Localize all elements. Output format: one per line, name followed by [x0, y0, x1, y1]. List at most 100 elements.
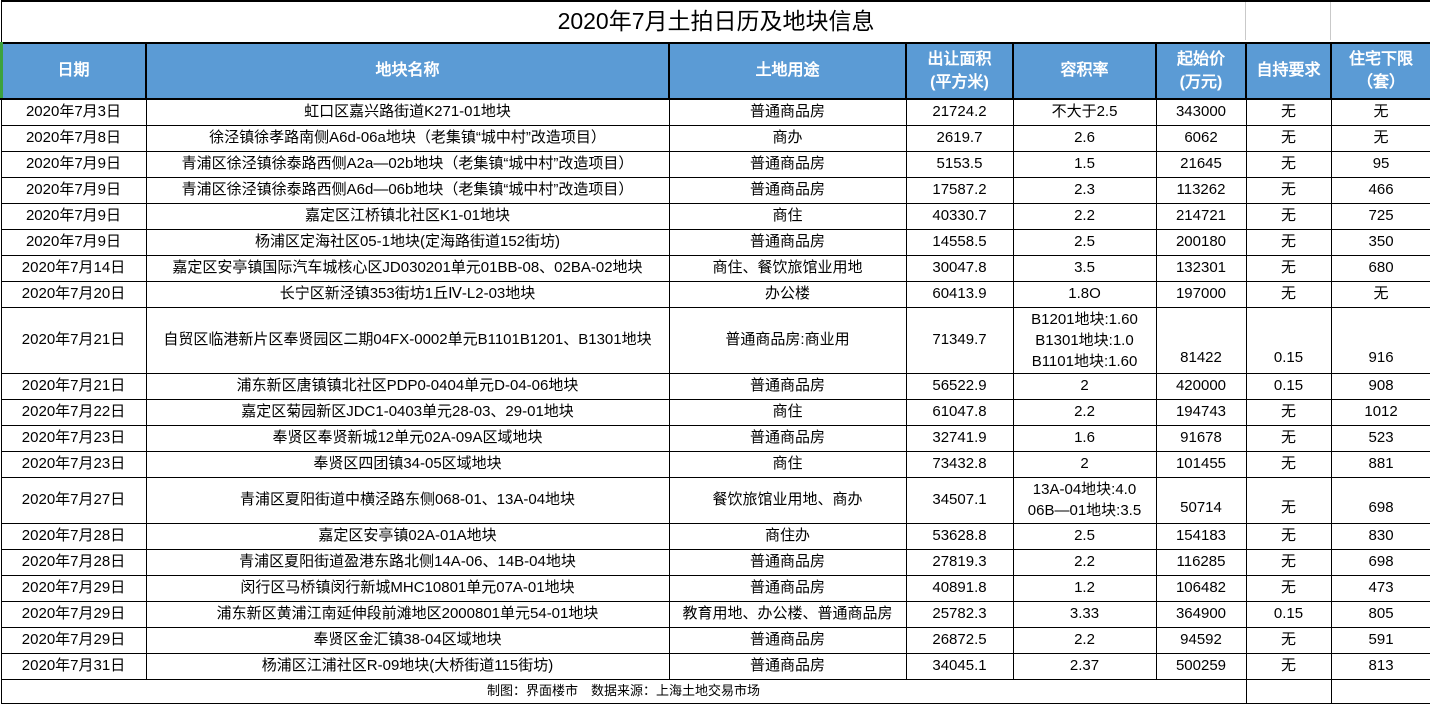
- cell-land-use: 普通商品房: [668, 424, 907, 452]
- cell-self-hold: 0.15: [1245, 600, 1332, 628]
- cell-area: 32741.9: [905, 424, 1014, 452]
- footer-row: 制图：界面楼市 数据来源：上海土地交易市场: [0, 678, 1430, 704]
- table-header-row: 日期 地块名称 土地用途 出让面积 (平方米) 容积率 起始价 (万元) 自持要求 …: [0, 42, 1430, 100]
- col-header-date: 日期: [0, 42, 147, 100]
- cell-date: 2020年7月29日: [0, 574, 147, 602]
- cell-start-price: 364900: [1155, 600, 1247, 628]
- far-line: B1101地块:1.60: [1031, 352, 1138, 370]
- cell-far: 2.2: [1012, 398, 1157, 426]
- cell-date: 2020年7月29日: [0, 600, 147, 628]
- far-line: 13A-04地块:4.0: [1032, 481, 1137, 498]
- cell-far: B1201地块:1.60 B1301地块:1.0 B1101地块:1.60: [1012, 306, 1157, 374]
- cell-far: 2.2: [1012, 548, 1157, 576]
- page-title: 2020年7月土拍日历及地块信息: [0, 0, 1430, 43]
- cell-far: 2.5: [1012, 522, 1157, 550]
- cell-start-price: 197000: [1155, 280, 1247, 308]
- cell-land-use: 普通商品房: [668, 228, 907, 256]
- cell-date: 2020年7月20日: [0, 280, 147, 308]
- col-header-min-units: 住宅下限 （套）: [1329, 42, 1430, 100]
- cell-min-units: 830: [1330, 522, 1430, 550]
- cell-land-use: 普通商品房: [668, 548, 907, 576]
- cell-area: 40891.8: [905, 574, 1014, 602]
- cell-min-units: 无: [1330, 98, 1430, 126]
- cell-land-use: 商住、餐饮旅馆业用地: [668, 254, 907, 282]
- table-row: 2020年7月29日 闵行区马桥镇闵行新城MHC10801单元07A-01地块 普通…: [0, 574, 1430, 602]
- cell-date: 2020年7月23日: [0, 450, 147, 478]
- cell-start-price: 113262: [1155, 176, 1247, 204]
- cell-far: 1.5: [1012, 150, 1157, 178]
- table-row: 2020年7月23日 奉贤区奉贤新城12单元02A-09A区域地块 普通商品房 327…: [0, 424, 1430, 452]
- table-body: 2020年7月3日 虹口区嘉兴路街道K271-01地块 普通商品房 21724.2 不大…: [0, 98, 1430, 680]
- cell-start-price: 500259: [1155, 652, 1247, 680]
- cell-date: 2020年7月21日: [0, 372, 147, 400]
- cell-far: 2: [1012, 372, 1157, 400]
- table-row: 2020年7月29日 浦东新区黄浦江南延伸段前滩地区2000801单元54-01地…: [0, 600, 1430, 628]
- cell-area: 21724.2: [905, 98, 1014, 126]
- cell-min-units: 698: [1330, 548, 1430, 576]
- cell-start-price: 116285: [1155, 548, 1247, 576]
- cell-start-price: 132301: [1155, 254, 1247, 282]
- table-row: 2020年7月20日 长宁区新泾镇353街坊1丘Ⅳ-L2-03地块 办公楼 60413…: [0, 280, 1430, 308]
- cell-start-price: 200180: [1155, 228, 1247, 256]
- table-row: 2020年7月3日 虹口区嘉兴路街道K271-01地块 普通商品房 21724.2 不大…: [0, 98, 1430, 126]
- cell-start-price: 21645: [1155, 150, 1247, 178]
- cell-land-use: 商住: [668, 450, 907, 478]
- cell-area: 27819.3: [905, 548, 1014, 576]
- cell-parcel-name: 自贸区临港新片区奉贤园区二期04FX-0002单元B1101B1201、B130…: [145, 306, 670, 374]
- cell-area: 34507.1: [905, 476, 1014, 524]
- cell-date: 2020年7月9日: [0, 228, 147, 256]
- cell-parcel-name: 奉贤区四团镇34-05区域地块: [145, 450, 670, 478]
- cell-date: 2020年7月14日: [0, 254, 147, 282]
- cell-self-hold: 无: [1245, 522, 1332, 550]
- cell-start-price: 50714: [1155, 476, 1247, 524]
- cell-land-use: 商住: [668, 202, 907, 230]
- cell-self-hold: 无: [1245, 450, 1332, 478]
- cell-parcel-name: 青浦区徐泾镇徐泰路西侧A2a—02b地块（老集镇“城中村”改造项目）: [145, 150, 670, 178]
- cell-date: 2020年7月8日: [0, 124, 147, 152]
- cell-date: 2020年7月27日: [0, 476, 147, 524]
- cell-min-units: 95: [1330, 150, 1430, 178]
- cell-start-price: 91678: [1155, 424, 1247, 452]
- table-row: 2020年7月28日 青浦区夏阳街道盈港东路北侧14A-06、14B-04地块 普通…: [0, 548, 1430, 576]
- cell-parcel-name: 长宁区新泾镇353街坊1丘Ⅳ-L2-03地块: [145, 280, 670, 308]
- cell-self-hold: 无: [1245, 176, 1332, 204]
- cell-parcel-name: 浦东新区唐镇镇北社区PDP0-0404单元D-04-06地块: [145, 372, 670, 400]
- title-row-gridline: [1330, 2, 1331, 40]
- cell-start-price: 81422: [1155, 306, 1247, 374]
- cell-date: 2020年7月29日: [0, 626, 147, 654]
- col-header-self-hold: 自持要求: [1245, 42, 1332, 100]
- cell-parcel-name: 闵行区马桥镇闵行新城MHC10801单元07A-01地块: [145, 574, 670, 602]
- cell-min-units: 466: [1330, 176, 1430, 204]
- cell-land-use: 普通商品房: [668, 150, 907, 178]
- far-line: 06B—01地块:3.5: [1027, 502, 1142, 519]
- cell-start-price: 106482: [1155, 574, 1247, 602]
- cell-parcel-name: 浦东新区黄浦江南延伸段前滩地区2000801单元54-01地块: [145, 600, 670, 628]
- cell-self-hold: 无: [1245, 228, 1332, 256]
- cell-start-price: 94592: [1155, 626, 1247, 654]
- col-header-start-price: 起始价 (万元): [1155, 42, 1247, 100]
- header-left-accent: [0, 42, 3, 98]
- cell-min-units: 591: [1330, 626, 1430, 654]
- cell-land-use: 普通商品房: [668, 98, 907, 126]
- table-row: 2020年7月21日 浦东新区唐镇镇北社区PDP0-0404单元D-04-06地块…: [0, 372, 1430, 400]
- cell-min-units: 805: [1330, 600, 1430, 628]
- cell-date: 2020年7月9日: [0, 202, 147, 230]
- cell-self-hold: 无: [1245, 150, 1332, 178]
- cell-self-hold: 无: [1245, 98, 1332, 126]
- cell-land-use: 办公楼: [668, 280, 907, 308]
- credits-note: 制图：界面楼市 数据来源：上海土地交易市场: [0, 678, 1247, 704]
- cell-date: 2020年7月9日: [0, 150, 147, 178]
- cell-parcel-name: 嘉定区安亭镇02A-01A地块: [145, 522, 670, 550]
- cell-land-use: 商住办: [668, 522, 907, 550]
- table-row: 2020年7月23日 奉贤区四团镇34-05区域地块 商住 73432.8 2 10145…: [0, 450, 1430, 478]
- table-row: 2020年7月22日 嘉定区菊园新区JDC1-0403单元28-03、29-01地…: [0, 398, 1430, 426]
- cell-far: 2.6: [1012, 124, 1157, 152]
- cell-far: 13A-04地块:4.0 06B—01地块:3.5: [1012, 476, 1157, 524]
- cell-min-units: 无: [1330, 124, 1430, 152]
- cell-area: 17587.2: [905, 176, 1014, 204]
- table-row: 2020年7月8日 徐泾镇徐孝路南侧A6d-06a地块（老集镇“城中村”改造项目）…: [0, 124, 1430, 152]
- col-header-parcel-name: 地块名称: [145, 42, 670, 100]
- cell-start-price: 101455: [1155, 450, 1247, 478]
